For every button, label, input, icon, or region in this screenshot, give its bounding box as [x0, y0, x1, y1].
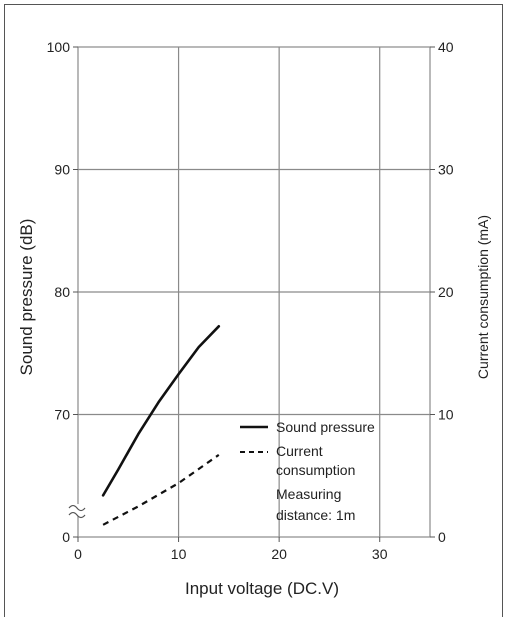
- series-line-sound-pressure: [101, 325, 221, 497]
- y-axis-right-label: Current consumption (mA): [475, 215, 491, 379]
- legend-label-consumption: consumption: [276, 462, 355, 478]
- y-right-tick-label-30: 30: [438, 162, 454, 178]
- measuring-distance-note-line2: distance: 1m: [276, 507, 355, 523]
- x-axis-label: Input voltage (DC.V): [185, 579, 339, 598]
- y-left-tick-label-0: 0: [62, 529, 70, 545]
- axis-break-mark-lower: [68, 511, 86, 519]
- x-tick-label-20: 20: [271, 546, 287, 562]
- y-right-tick-label-20: 20: [438, 284, 454, 300]
- y-left-tick-label-70: 70: [54, 407, 70, 423]
- x-tick-label-10: 10: [171, 546, 187, 562]
- y-left-tick-label-90: 90: [54, 162, 70, 178]
- y-left-tick-label-100: 100: [47, 39, 71, 55]
- x-tick-label-0: 0: [74, 546, 82, 562]
- legend: Sound pressure Current consumption Measu…: [240, 419, 375, 523]
- y-right-tick-label-0: 0: [438, 529, 446, 545]
- y-axis-left-label: Sound pressure (dB): [17, 219, 36, 376]
- grid: [68, 46, 435, 542]
- x-tick-label-30: 30: [372, 546, 388, 562]
- series-lines: [101, 325, 221, 526]
- measuring-distance-note-line1: Measuring: [276, 486, 341, 502]
- y-right-tick-label-40: 40: [438, 39, 454, 55]
- series-line-current-consumption: [102, 453, 220, 526]
- tick-labels: 0 10 20 30 0 70 80 90 100 0 10 20 30 40: [47, 39, 454, 562]
- y-left-tick-label-80: 80: [54, 284, 70, 300]
- figure-frame: [4, 4, 503, 617]
- legend-label-sound-pressure: Sound pressure: [276, 419, 375, 435]
- y-right-tick-label-10: 10: [438, 407, 454, 423]
- axis-break-mark-upper: [68, 504, 86, 512]
- legend-label-current: Current: [276, 443, 323, 459]
